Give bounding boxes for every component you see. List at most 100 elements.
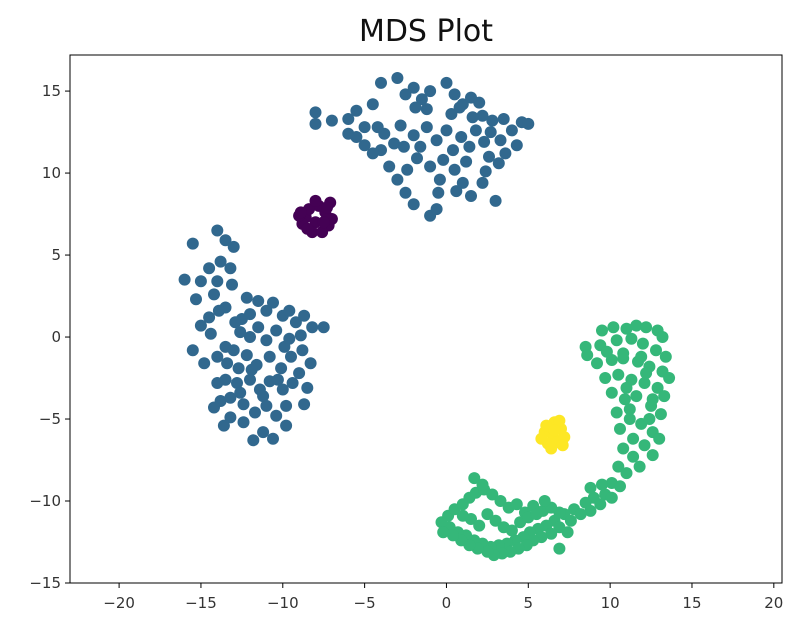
data-point <box>409 101 422 114</box>
data-point <box>211 350 224 363</box>
data-point <box>294 329 307 342</box>
data-point <box>224 411 237 424</box>
data-point <box>612 460 625 473</box>
data-point <box>620 467 633 480</box>
data-point <box>510 498 523 511</box>
data-point <box>432 186 445 199</box>
data-point <box>244 373 256 386</box>
x-tick-label: 10 <box>601 594 620 612</box>
data-point <box>260 334 273 347</box>
data-point <box>473 96 486 109</box>
data-point <box>635 350 648 363</box>
data-point <box>625 332 638 345</box>
data-point <box>342 127 355 140</box>
data-point <box>479 165 492 178</box>
data-point <box>456 509 469 522</box>
data-point <box>640 321 653 334</box>
data-point <box>437 526 450 539</box>
data-point <box>596 478 608 491</box>
data-point <box>190 293 202 306</box>
data-point <box>321 201 333 214</box>
data-point <box>620 381 633 394</box>
data-point <box>646 393 659 406</box>
data-point <box>252 321 265 334</box>
data-point <box>375 76 387 89</box>
data-point <box>654 408 667 421</box>
data-point <box>407 129 420 142</box>
data-point <box>411 152 423 165</box>
data-point <box>448 163 461 176</box>
data-point <box>203 311 216 324</box>
data-point <box>594 498 607 511</box>
data-point <box>636 337 649 350</box>
data-point <box>301 222 314 235</box>
data-point <box>489 194 502 207</box>
data-point <box>227 240 240 253</box>
data-point <box>453 101 466 114</box>
points-layer <box>178 72 676 562</box>
data-point <box>263 350 276 363</box>
data-point <box>358 139 371 152</box>
y-axis-ticks: −15 −10 −5 0 5 10 15 <box>29 82 70 592</box>
data-point <box>481 508 494 521</box>
data-point <box>553 542 566 555</box>
data-point <box>545 442 558 455</box>
data-point <box>278 340 291 353</box>
data-point <box>553 506 566 519</box>
data-point <box>465 190 477 202</box>
data-point <box>391 173 404 186</box>
data-point <box>612 368 625 381</box>
data-point <box>440 76 453 89</box>
data-point <box>316 226 329 239</box>
data-point <box>627 432 640 445</box>
data-point <box>309 117 322 130</box>
data-point <box>473 519 486 532</box>
data-point <box>581 349 594 362</box>
data-point <box>574 508 587 521</box>
data-point <box>656 331 669 343</box>
data-point <box>599 372 612 384</box>
y-tick-label: 0 <box>51 328 61 346</box>
data-point <box>212 304 225 317</box>
data-point <box>358 121 371 134</box>
data-point <box>617 442 630 455</box>
data-point <box>401 163 414 176</box>
data-point <box>270 409 283 422</box>
data-point <box>486 488 499 501</box>
data-point <box>600 345 613 358</box>
y-tick-label: 5 <box>51 246 61 264</box>
data-point <box>478 135 491 148</box>
data-point <box>620 322 633 335</box>
data-point <box>653 432 666 445</box>
data-point <box>399 88 412 101</box>
data-point <box>407 198 420 211</box>
data-point <box>623 413 636 425</box>
x-tick-label: 15 <box>682 594 701 612</box>
data-point <box>447 144 459 157</box>
x-tick-label: −5 <box>354 594 376 612</box>
data-point <box>285 350 297 363</box>
data-point <box>448 88 461 101</box>
x-tick-label: 5 <box>524 594 534 612</box>
data-point <box>306 321 319 334</box>
plot-frame <box>69 54 783 584</box>
data-point <box>257 426 270 439</box>
data-point <box>211 275 224 288</box>
data-point <box>591 357 603 370</box>
data-point <box>538 495 551 507</box>
data-point <box>371 121 384 134</box>
data-point <box>391 72 404 84</box>
data-point <box>294 206 307 219</box>
data-point <box>561 526 574 539</box>
x-tick-label: 0 <box>442 594 452 612</box>
data-point <box>494 495 507 507</box>
data-point <box>276 383 289 396</box>
data-point <box>522 117 535 130</box>
data-point <box>301 381 314 394</box>
data-point <box>217 419 230 432</box>
data-point <box>633 460 646 473</box>
data-point <box>298 309 311 322</box>
data-point <box>383 160 396 173</box>
data-point <box>530 508 543 521</box>
data-point <box>610 406 623 419</box>
